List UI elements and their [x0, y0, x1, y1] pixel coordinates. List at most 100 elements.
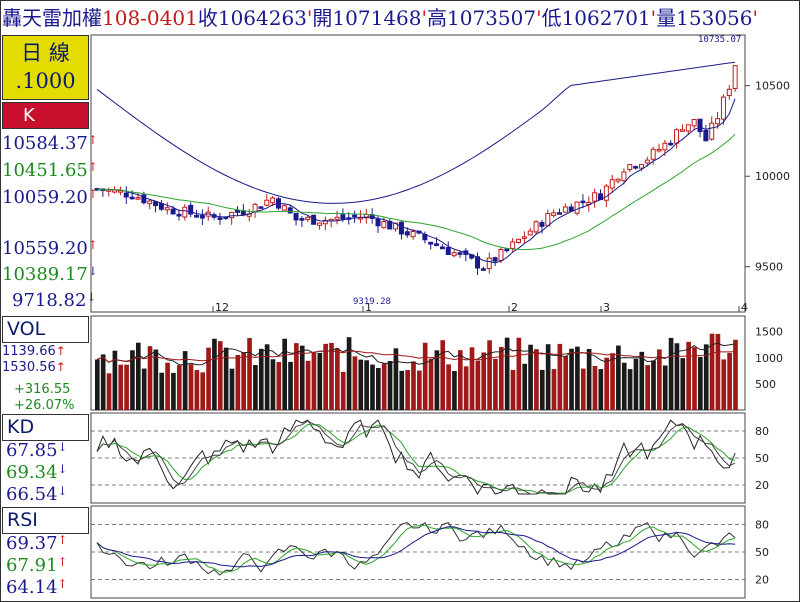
month-label: 1	[365, 301, 372, 314]
price-tick-label: 10000	[755, 170, 790, 183]
period-selector[interactable]: 日 線 .1000	[2, 35, 89, 100]
rsi-line-1	[96, 521, 736, 576]
volume-bar	[493, 358, 498, 410]
candle-body	[627, 164, 633, 171]
candle-body	[258, 206, 264, 209]
volume-bar	[569, 348, 574, 410]
candle-body	[533, 221, 539, 233]
kd-tab[interactable]: KD	[2, 414, 89, 441]
volume-bar	[118, 364, 124, 410]
rsi-line-3	[96, 526, 736, 568]
volume-bar	[282, 338, 287, 410]
volume-bar	[621, 362, 627, 410]
volume-bar	[575, 346, 580, 410]
volume-value: 153056	[676, 6, 753, 30]
volume-bar	[399, 370, 405, 410]
osc-tick-label: 50	[755, 452, 769, 465]
candle-body	[574, 201, 580, 214]
candle-body	[428, 241, 434, 245]
month-label: 3	[603, 301, 610, 314]
volume-bar	[346, 337, 352, 410]
ma-mid-line	[96, 133, 736, 251]
candle-body	[264, 199, 270, 206]
up-arrow-icon: ↑	[87, 238, 98, 252]
candle-body	[609, 179, 615, 189]
candle-body	[322, 219, 328, 225]
volume-bar	[223, 347, 229, 410]
open-value: 1071468	[332, 6, 422, 30]
low-label: 低	[541, 6, 562, 30]
osc-tick-label: 20	[755, 479, 769, 492]
candle-body	[703, 129, 709, 142]
up-arrow-icon: ↑	[57, 533, 68, 547]
candle-body	[480, 268, 486, 271]
candle-body	[123, 192, 129, 198]
vol-change-1: +316.55	[14, 382, 71, 397]
volume-bar	[200, 372, 206, 410]
volume-bar	[370, 364, 375, 410]
volume-bar	[264, 344, 270, 410]
candle-body	[562, 206, 568, 213]
candle-body	[176, 213, 182, 217]
candle-body	[638, 164, 644, 169]
volume-bar	[188, 364, 194, 410]
volume-bar	[604, 357, 609, 410]
candle-body	[592, 192, 598, 202]
candle-body	[299, 218, 305, 221]
volume-bar	[551, 369, 557, 410]
candle-body	[715, 118, 721, 125]
candle-body	[510, 241, 516, 250]
volume-bar	[657, 349, 662, 410]
low-value: 1062701	[561, 6, 651, 30]
candle-body	[158, 203, 164, 210]
volume-bar	[680, 358, 686, 410]
rsi-tab[interactable]: RSI	[2, 507, 89, 534]
chart-pane	[90, 34, 746, 313]
volume-bar	[276, 362, 282, 410]
lower-value-2: 10389.17↓	[2, 264, 98, 285]
candle-body	[679, 129, 685, 132]
volume-bar	[376, 368, 381, 410]
candle-body	[521, 236, 527, 239]
candle-body	[668, 142, 674, 146]
volume-bar	[229, 368, 235, 410]
candle-body	[644, 159, 650, 164]
volume-bar	[674, 343, 680, 410]
month-label: 4	[741, 301, 748, 314]
index-name: 轟天雷加權	[2, 6, 102, 30]
vol-tab[interactable]: VOL	[2, 316, 89, 343]
k-chart-tab[interactable]: K	[2, 102, 89, 129]
osc-tick-label: 20	[755, 574, 769, 587]
candle-body	[340, 214, 346, 220]
candle-body	[305, 216, 311, 220]
vol-change-2: +26.07%	[14, 398, 75, 413]
volume-bar	[171, 372, 176, 410]
ma-long-line	[96, 61, 736, 204]
candle-body	[199, 215, 205, 219]
volume-bar	[668, 337, 674, 410]
quote-date: 108-0401	[102, 6, 198, 30]
candle-body	[498, 249, 504, 261]
vol-tick-label: 1000	[755, 352, 783, 365]
volume-bar	[358, 359, 364, 410]
candle-body	[557, 212, 563, 215]
volume-bar	[692, 347, 697, 410]
volume-bar	[580, 368, 586, 410]
candle-body	[697, 118, 703, 133]
osc-tick-label: 50	[755, 546, 769, 559]
period-scale: .1000	[15, 69, 76, 93]
volume-bar	[516, 337, 522, 410]
volume-bar	[440, 340, 446, 410]
volume-bar	[475, 360, 481, 410]
kd-value-1: 67.85↓	[6, 440, 68, 461]
volume-bar	[417, 370, 422, 410]
down-arrow-icon: ↓	[57, 440, 68, 454]
volume-bar	[627, 369, 633, 410]
volume-label: 量	[656, 6, 677, 30]
volume-bar	[100, 354, 106, 410]
up-arrow-icon: ↑	[55, 360, 66, 374]
volume-bar	[698, 356, 703, 410]
rsi-value-2: 67.91↑	[6, 555, 68, 576]
low-annotation: 9319.28	[353, 297, 391, 307]
